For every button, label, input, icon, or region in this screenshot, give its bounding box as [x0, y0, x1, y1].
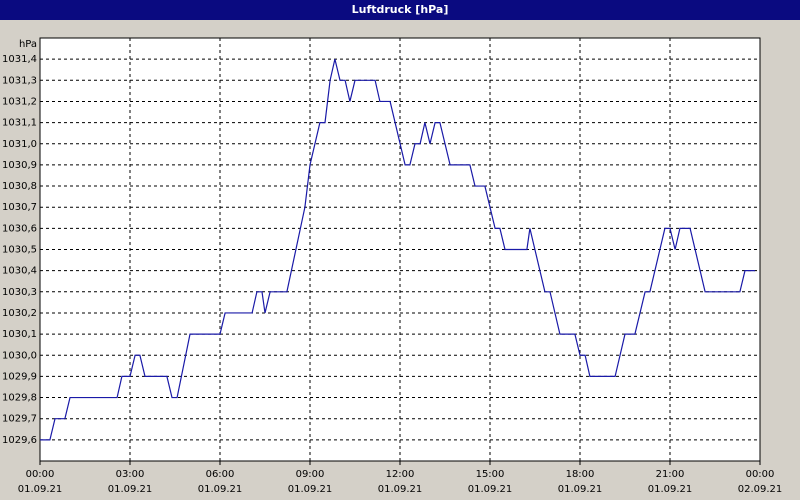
x-tick-label: 03:00: [116, 469, 145, 480]
line-series: [40, 59, 755, 441]
x-tick-date: 01.09.21: [288, 484, 333, 495]
x-tick-label: 00:00: [746, 469, 775, 480]
x-tick-label: 15:00: [476, 469, 505, 480]
x-tick-label: 18:00: [566, 469, 595, 480]
y-tick-label: 1031,4: [2, 54, 37, 65]
x-tick-date: 01.09.21: [108, 484, 153, 495]
x-tick-date: 01.09.21: [648, 484, 693, 495]
x-tick-label: 09:00: [296, 469, 325, 480]
x-tick-label: 00:00: [26, 469, 55, 480]
x-tick-date: 02.09.21: [738, 484, 783, 495]
x-tick-label: 21:00: [656, 469, 685, 480]
y-tick-label: 1030,8: [2, 181, 37, 192]
x-tick-date: 01.09.21: [558, 484, 603, 495]
y-tick-label: 1029,6: [2, 435, 37, 446]
y-tick-label: 1030,0: [2, 350, 37, 361]
y-tick-label: 1029,7: [2, 414, 37, 425]
y-tick-label: 1030,1: [2, 329, 37, 340]
y-tick-label: 1029,9: [2, 371, 37, 382]
y-tick-label: 1031,3: [2, 75, 37, 86]
y-tick-label: 1030,6: [2, 223, 37, 234]
y-tick-label: 1030,4: [2, 266, 37, 277]
y-tick-label: 1029,8: [2, 393, 37, 404]
y-tick-label: 1031,0: [2, 139, 37, 150]
y-tick-label: 1030,2: [2, 308, 37, 319]
x-tick-label: 12:00: [386, 469, 415, 480]
x-tick-date: 01.09.21: [198, 484, 243, 495]
x-tick-date: 01.09.21: [18, 484, 63, 495]
y-tick-label: 1030,7: [2, 202, 37, 213]
chart: hPa 1029,6 1029,7 1029,8 1029,9 1030,0 1030,1…: [0, 20, 800, 500]
y-tick-label: 1030,5: [2, 245, 37, 256]
x-tick-label: 06:00: [206, 469, 235, 480]
window-title: Luftdruck [hPa]: [0, 0, 800, 20]
y-tick-label: 1030,9: [2, 160, 37, 171]
y-tick-label: 1031,1: [2, 118, 37, 129]
y-unit: hPa: [19, 39, 37, 50]
y-tick-label: 1031,2: [2, 96, 37, 107]
x-tick-date: 01.09.21: [378, 484, 423, 495]
x-tick-date: 01.09.21: [468, 484, 513, 495]
y-tick-label: 1030,3: [2, 287, 37, 298]
